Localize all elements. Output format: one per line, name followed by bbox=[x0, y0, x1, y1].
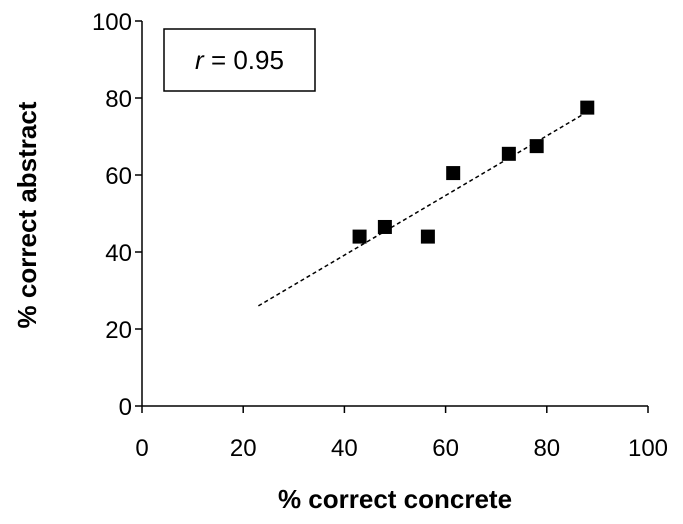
x-tick-label: 40 bbox=[331, 435, 358, 462]
data-point bbox=[501, 146, 516, 161]
data-point bbox=[377, 219, 392, 234]
x-axis-title: % correct concrete bbox=[278, 484, 512, 514]
x-tick-label: 0 bbox=[135, 435, 148, 462]
data-points bbox=[352, 100, 595, 244]
correlation-annotation: r = 0.95 bbox=[163, 28, 316, 92]
axes bbox=[141, 21, 648, 407]
x-tick-label: 20 bbox=[230, 435, 257, 462]
data-point bbox=[420, 229, 435, 244]
data-point bbox=[446, 166, 461, 181]
y-tick-label: 80 bbox=[105, 86, 132, 113]
y-axis-title: % correct abstract bbox=[12, 101, 42, 328]
data-point bbox=[580, 100, 595, 115]
y-tick-label: 100 bbox=[92, 9, 132, 36]
y-tick-label: 0 bbox=[119, 394, 132, 421]
y-tick-label: 20 bbox=[105, 317, 132, 344]
x-tick-label: 80 bbox=[533, 435, 560, 462]
annotation-value: = 0.95 bbox=[204, 45, 284, 75]
annotation-variable: r bbox=[195, 45, 205, 75]
data-point bbox=[352, 229, 367, 244]
annotation-box-frame bbox=[163, 28, 316, 92]
annotation-text: r = 0.95 bbox=[195, 45, 284, 75]
y-tick-label: 40 bbox=[105, 240, 132, 267]
ticks: 0 20 40 60 80 100 0 20 40 60 80 100 bbox=[92, 9, 668, 462]
x-tick-label: 100 bbox=[628, 435, 668, 462]
x-tick-label: 60 bbox=[432, 435, 459, 462]
data-point bbox=[529, 139, 544, 154]
y-tick-label: 60 bbox=[105, 163, 132, 190]
